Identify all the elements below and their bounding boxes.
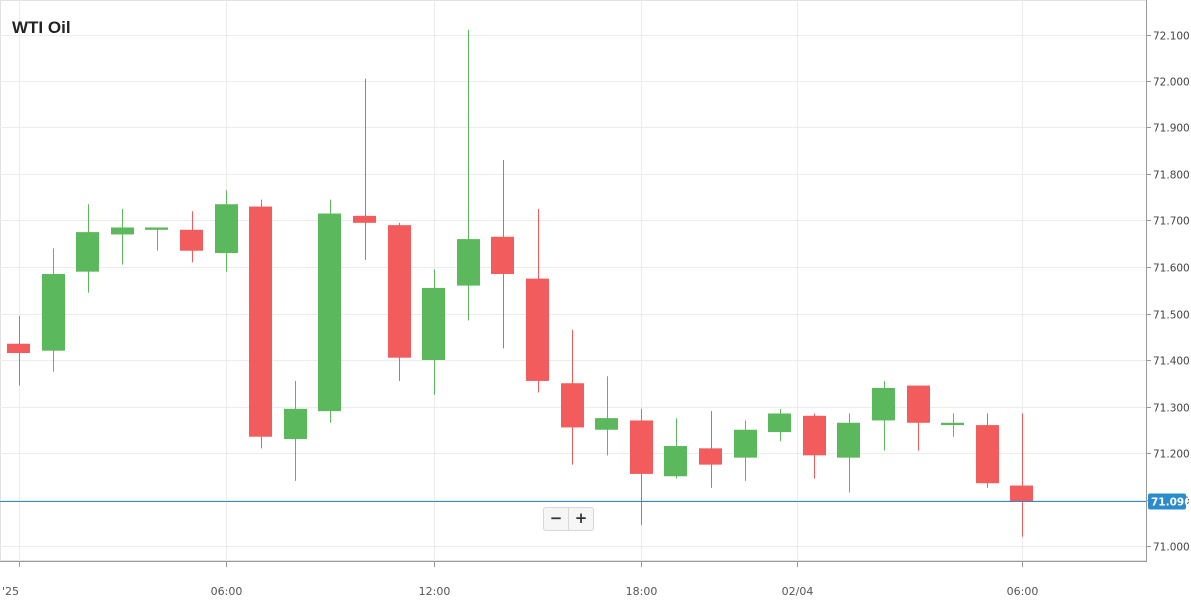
x-tick-label: 02/04 (782, 585, 814, 598)
candle-body (595, 418, 618, 430)
current-price-tag: 71.096 (1148, 493, 1191, 510)
candle-down[interactable] (249, 199, 272, 449)
candle-body (42, 273, 65, 351)
candle-down[interactable] (630, 408, 653, 526)
candle-up[interactable] (111, 208, 134, 265)
candle-down[interactable] (976, 413, 999, 488)
candle-body (630, 420, 653, 474)
candle-down[interactable] (907, 385, 930, 451)
y-tick-label: 71.500 (1153, 310, 1190, 322)
x-tick-label: 18:00 (626, 585, 658, 598)
candle-body (699, 448, 722, 465)
candle-body (249, 206, 272, 437)
current-price-tag-background (1148, 493, 1186, 510)
candle-body (422, 287, 445, 360)
zoom-controls: − + (543, 507, 594, 531)
x-tick-label: 06:00 (211, 585, 243, 598)
candle-body (318, 213, 341, 412)
candle-up[interactable] (42, 248, 65, 372)
candle-body (872, 387, 895, 421)
zoom-in-button[interactable]: + (568, 508, 593, 530)
candle-body (284, 408, 307, 440)
candle-up[interactable] (422, 269, 445, 395)
candle-up[interactable] (145, 227, 168, 251)
candle-body (526, 278, 549, 381)
candle-body (907, 385, 930, 423)
candle-down[interactable] (1010, 413, 1033, 537)
y-tick-label: 72.000 (1153, 77, 1190, 89)
plot-area[interactable] (0, 0, 1147, 561)
y-tick-label: 72.100 (1153, 31, 1190, 43)
candle-body (76, 232, 99, 272)
y-tick-label: 71.600 (1153, 263, 1190, 275)
candle-body (353, 215, 376, 223)
candle-up[interactable] (284, 380, 307, 481)
zoom-out-button[interactable]: − (549, 509, 563, 527)
candle-up[interactable] (664, 418, 687, 479)
y-tick-label: 71.000 (1153, 542, 1190, 554)
candle-down[interactable] (699, 411, 722, 488)
y-tick-label: 71.300 (1153, 403, 1190, 415)
candle-down[interactable] (561, 329, 584, 465)
candle-body (768, 413, 791, 433)
candle-up[interactable] (595, 376, 618, 456)
y-tick-label: 71.200 (1153, 449, 1190, 461)
x-tick-label: 06:00 (1007, 585, 1039, 598)
y-tick-label: 71.400 (1153, 356, 1190, 368)
candle-up[interactable] (457, 29, 480, 321)
x-tick-label: '25 (2, 585, 19, 598)
y-tick-label: 71.700 (1153, 216, 1190, 228)
current-price-label: 71.096 (1151, 497, 1191, 509)
candle-body (111, 227, 134, 235)
y-axis-ticks: 71.00071.10071.20071.30071.40071.50071.6… (1146, 31, 1190, 554)
x-tick-label: 12:00 (419, 585, 451, 598)
y-tick-label: 71.800 (1153, 170, 1190, 182)
candle-up[interactable] (941, 413, 964, 437)
candle-body (941, 422, 964, 426)
candle-body (388, 225, 411, 358)
y-tick-label: 71.900 (1153, 123, 1190, 135)
candle-up[interactable] (768, 408, 791, 442)
candle-body (734, 429, 757, 458)
x-axis-ticks: '25 06:00 12:00 18:00 02/04 06:00 (2, 561, 1038, 598)
candle-up[interactable] (837, 413, 860, 493)
candle-body (1010, 485, 1033, 502)
candle-body (491, 236, 514, 274)
candle-body (215, 204, 238, 254)
candle-up[interactable] (734, 420, 757, 481)
chart-title: WTI Oil (12, 18, 71, 37)
candle-down[interactable] (7, 315, 30, 386)
candle-body (7, 343, 30, 354)
candle-up[interactable] (215, 190, 238, 272)
candle-body (837, 422, 860, 458)
candle-down[interactable] (803, 413, 826, 479)
candle-down[interactable] (180, 211, 203, 263)
candle-body (976, 425, 999, 484)
candle-down[interactable] (388, 222, 411, 381)
candle-body (664, 446, 687, 477)
candle-body (145, 227, 168, 230)
candle-down[interactable] (353, 78, 376, 261)
candle-up[interactable] (872, 380, 895, 451)
candle-up[interactable] (318, 199, 341, 423)
candle-down[interactable] (526, 208, 549, 393)
candle-body (803, 415, 826, 456)
candle-body (561, 383, 584, 428)
candle-body (457, 239, 480, 286)
candle-body (180, 229, 203, 251)
candle-down[interactable] (491, 160, 514, 349)
candles (7, 29, 1033, 537)
candle-up[interactable] (76, 204, 99, 293)
